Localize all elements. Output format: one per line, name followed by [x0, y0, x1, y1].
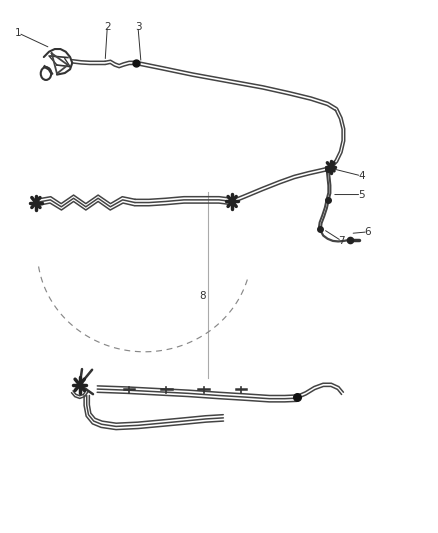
Text: 7: 7 — [338, 236, 345, 246]
Text: 4: 4 — [358, 171, 365, 181]
Text: 8: 8 — [199, 291, 206, 301]
Text: 2: 2 — [104, 22, 111, 31]
Text: 3: 3 — [134, 22, 141, 31]
Text: 1: 1 — [15, 28, 22, 38]
Text: 6: 6 — [364, 227, 371, 237]
Text: 5: 5 — [358, 190, 365, 199]
